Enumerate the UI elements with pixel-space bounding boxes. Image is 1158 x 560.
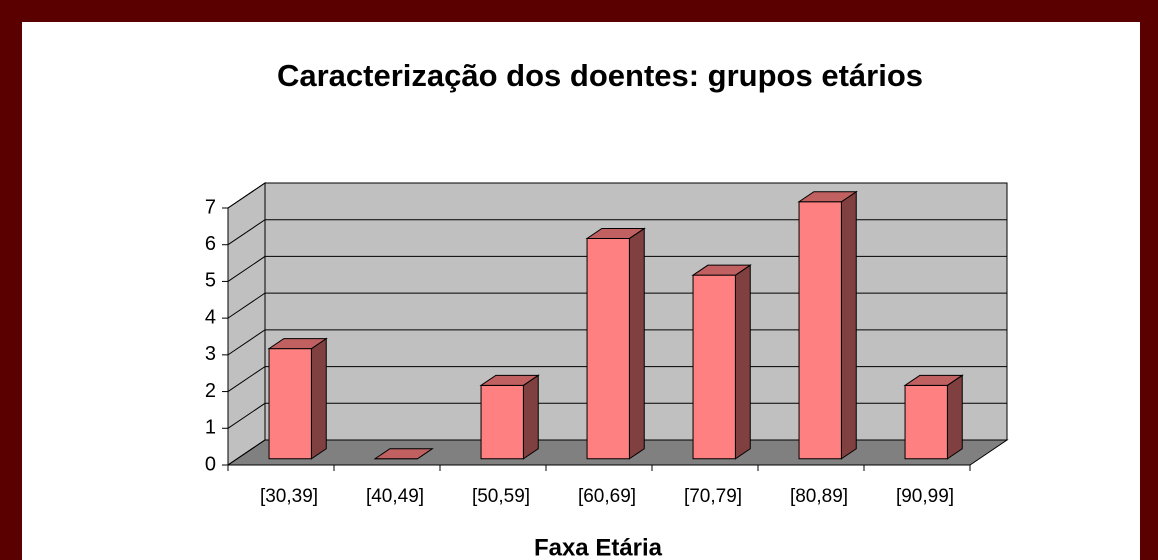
side-wall xyxy=(227,182,266,466)
bar-front xyxy=(904,384,948,460)
bar-top xyxy=(691,264,752,276)
grid-line xyxy=(227,292,1007,319)
bar-side xyxy=(946,374,963,460)
bar-top xyxy=(479,374,540,386)
x-tick-label: [80,89] xyxy=(790,486,848,507)
bar xyxy=(267,337,328,460)
grid-line xyxy=(227,366,1007,392)
y-tick-label: 6 xyxy=(205,233,216,255)
y-tick-label: 3 xyxy=(205,343,216,365)
bar-front xyxy=(480,384,524,460)
bar xyxy=(903,374,964,460)
bar-top xyxy=(585,227,646,239)
y-tick-label: 5 xyxy=(205,270,216,292)
bar xyxy=(797,190,858,460)
bar xyxy=(585,227,646,460)
chart-title: Caracterização dos doentes: grupos etári… xyxy=(277,58,923,93)
grid-line xyxy=(227,402,1007,429)
y-tick-label: 0 xyxy=(205,453,216,475)
x-tick-label: [90,99] xyxy=(896,486,954,507)
y-tick-label: 4 xyxy=(205,306,216,328)
bar-top xyxy=(797,191,858,203)
grid-line xyxy=(227,255,1007,282)
x-tick-label: [70,79] xyxy=(684,486,742,507)
bar-side xyxy=(628,227,645,460)
bar-front xyxy=(268,348,312,460)
y-tick-label: 7 xyxy=(205,196,216,218)
grid-line xyxy=(227,439,1007,466)
bar-side xyxy=(840,190,857,460)
bar-side xyxy=(734,264,751,460)
grid-line xyxy=(227,182,1007,209)
bar-top xyxy=(903,374,964,386)
bar-top xyxy=(373,448,434,460)
x-tick-label: [60,69] xyxy=(578,486,636,507)
grid-line xyxy=(227,219,1007,246)
bar-side xyxy=(310,337,327,460)
bar xyxy=(373,448,434,460)
bar-front xyxy=(798,201,842,460)
bar-side xyxy=(522,374,539,460)
x-tick-label: [30,39] xyxy=(260,486,318,507)
bar-front xyxy=(692,274,736,460)
x-tick-label: [40,49] xyxy=(366,486,424,507)
y-tick-label: 1 xyxy=(205,417,216,439)
grid-line xyxy=(227,329,1007,356)
bar-top xyxy=(267,338,328,350)
x-tick-label: [50,59] xyxy=(472,486,530,507)
y-tick-label: 2 xyxy=(205,380,216,402)
bar-front xyxy=(586,237,630,460)
x-axis-title: Faxa Etária xyxy=(534,534,663,560)
bar xyxy=(479,374,540,460)
bar xyxy=(691,264,752,460)
